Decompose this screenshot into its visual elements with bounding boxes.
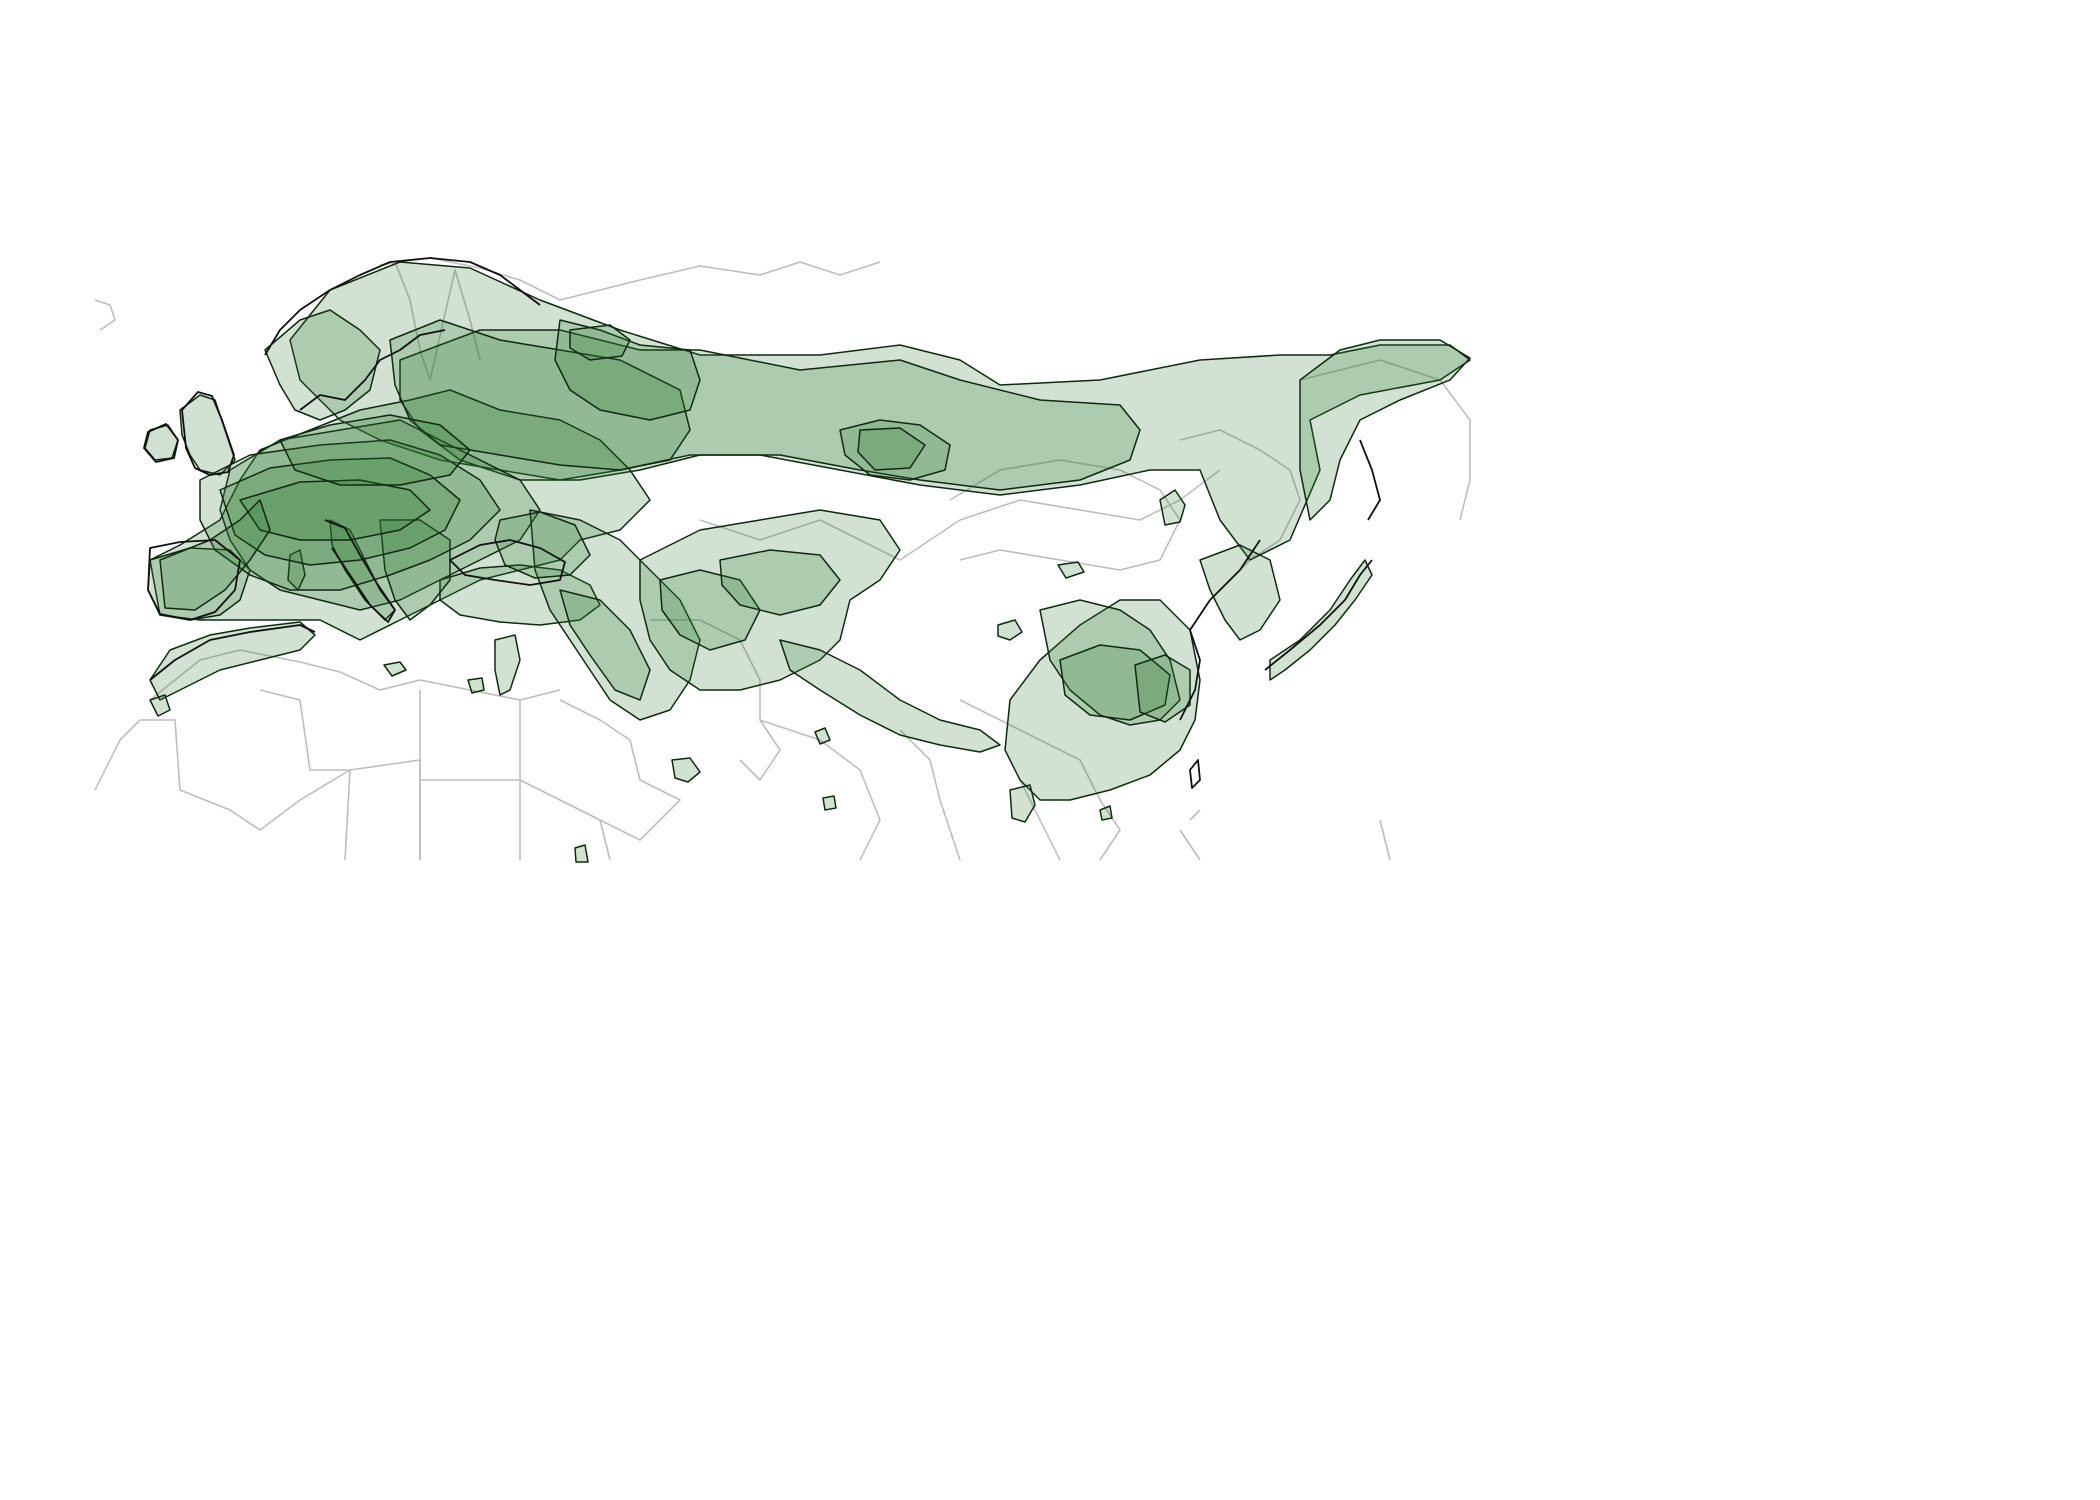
border-west-edge <box>94 299 116 331</box>
range-polygon-japan <box>1269 559 1373 681</box>
range-polygon-central-asia <box>639 509 901 691</box>
range-polygon-yemen <box>671 757 701 783</box>
country-borders <box>94 257 1471 861</box>
range-polygon-himalaya <box>779 639 1001 753</box>
range-polygon-balkans <box>379 519 451 621</box>
map-figure <box>94 257 1471 863</box>
coastline <box>143 257 1381 789</box>
range-polygon-china-core <box>1059 644 1171 721</box>
range-polygon-altai <box>839 419 951 481</box>
range-polygon-southeast-asia <box>1009 784 1036 823</box>
range-polygon-baltic-russia <box>389 319 691 471</box>
coastline-scandinavia <box>264 257 541 356</box>
range-polygon-cyprus <box>383 661 407 677</box>
range-polygon-west-siberia <box>554 319 701 421</box>
coastline-italy <box>324 519 396 623</box>
range-polygon-urals <box>569 324 631 361</box>
range-polygon-ethiopia <box>574 844 589 863</box>
range-polygon-gobi-spot <box>1057 561 1085 579</box>
range-polygon-europe-dense-1 <box>199 439 501 591</box>
border-china-south <box>959 699 1121 861</box>
range-polygon-caspian-east <box>659 569 761 651</box>
range-polygon-north-africa <box>149 621 316 701</box>
range-polygon-zagros <box>559 589 651 701</box>
border-east-siberia <box>1299 359 1471 521</box>
coastline-japan <box>1264 559 1373 671</box>
coastline-taiwan <box>1189 759 1201 789</box>
coastline-ireland <box>143 423 179 463</box>
border-india <box>759 719 961 861</box>
range-polygon-levant <box>494 634 521 696</box>
range-polygon-germany-poland <box>279 414 471 486</box>
range-polygon-black-sea-rim <box>494 511 591 579</box>
range-polygon-mongolia-spot <box>997 619 1023 641</box>
coastline-british-isles <box>181 391 235 476</box>
range-polygon-amur <box>1159 489 1186 526</box>
border-africa-west <box>94 719 421 860</box>
range-polygon-hainan <box>1099 805 1113 821</box>
range-polygon-east-china <box>1039 599 1181 726</box>
coastline-iberia <box>147 539 241 621</box>
border-scandinavia <box>394 261 481 381</box>
range-polygon-siberia-spot <box>857 427 926 471</box>
range-polygon-mediterranean-islands <box>287 549 306 591</box>
coastline-east-china <box>1179 539 1261 721</box>
border-arabia <box>559 699 681 841</box>
range-polygon-siberia-east <box>1299 339 1471 521</box>
range-polygon-morocco-coast <box>149 694 171 717</box>
border-north-africa-coast <box>149 649 561 701</box>
coastline-north-africa <box>149 624 316 681</box>
species-range-polygons <box>144 261 1471 863</box>
border-central-asia <box>699 469 1221 561</box>
range-polygon-nile-delta <box>467 677 485 694</box>
border-north-coast-siberia <box>379 257 881 301</box>
range-polygon-india-spot-a <box>814 727 831 745</box>
border-se-asia <box>1179 809 1391 861</box>
range-polygon-tianshan <box>719 549 841 616</box>
border-iran-pakistan <box>650 619 781 781</box>
range-polygon-yangtze <box>1134 654 1191 723</box>
range-polygon-europe-west <box>149 389 651 641</box>
range-polygon-france-spain <box>159 499 271 611</box>
range-polygon-china <box>1004 599 1201 801</box>
coastline-baltic <box>299 329 446 411</box>
range-polygon-india-spot-b <box>822 795 837 811</box>
coastline-kamchatka <box>1359 439 1381 521</box>
range-polygon-korea-manchuria <box>1199 544 1281 641</box>
coastline-black-sea <box>449 539 566 586</box>
